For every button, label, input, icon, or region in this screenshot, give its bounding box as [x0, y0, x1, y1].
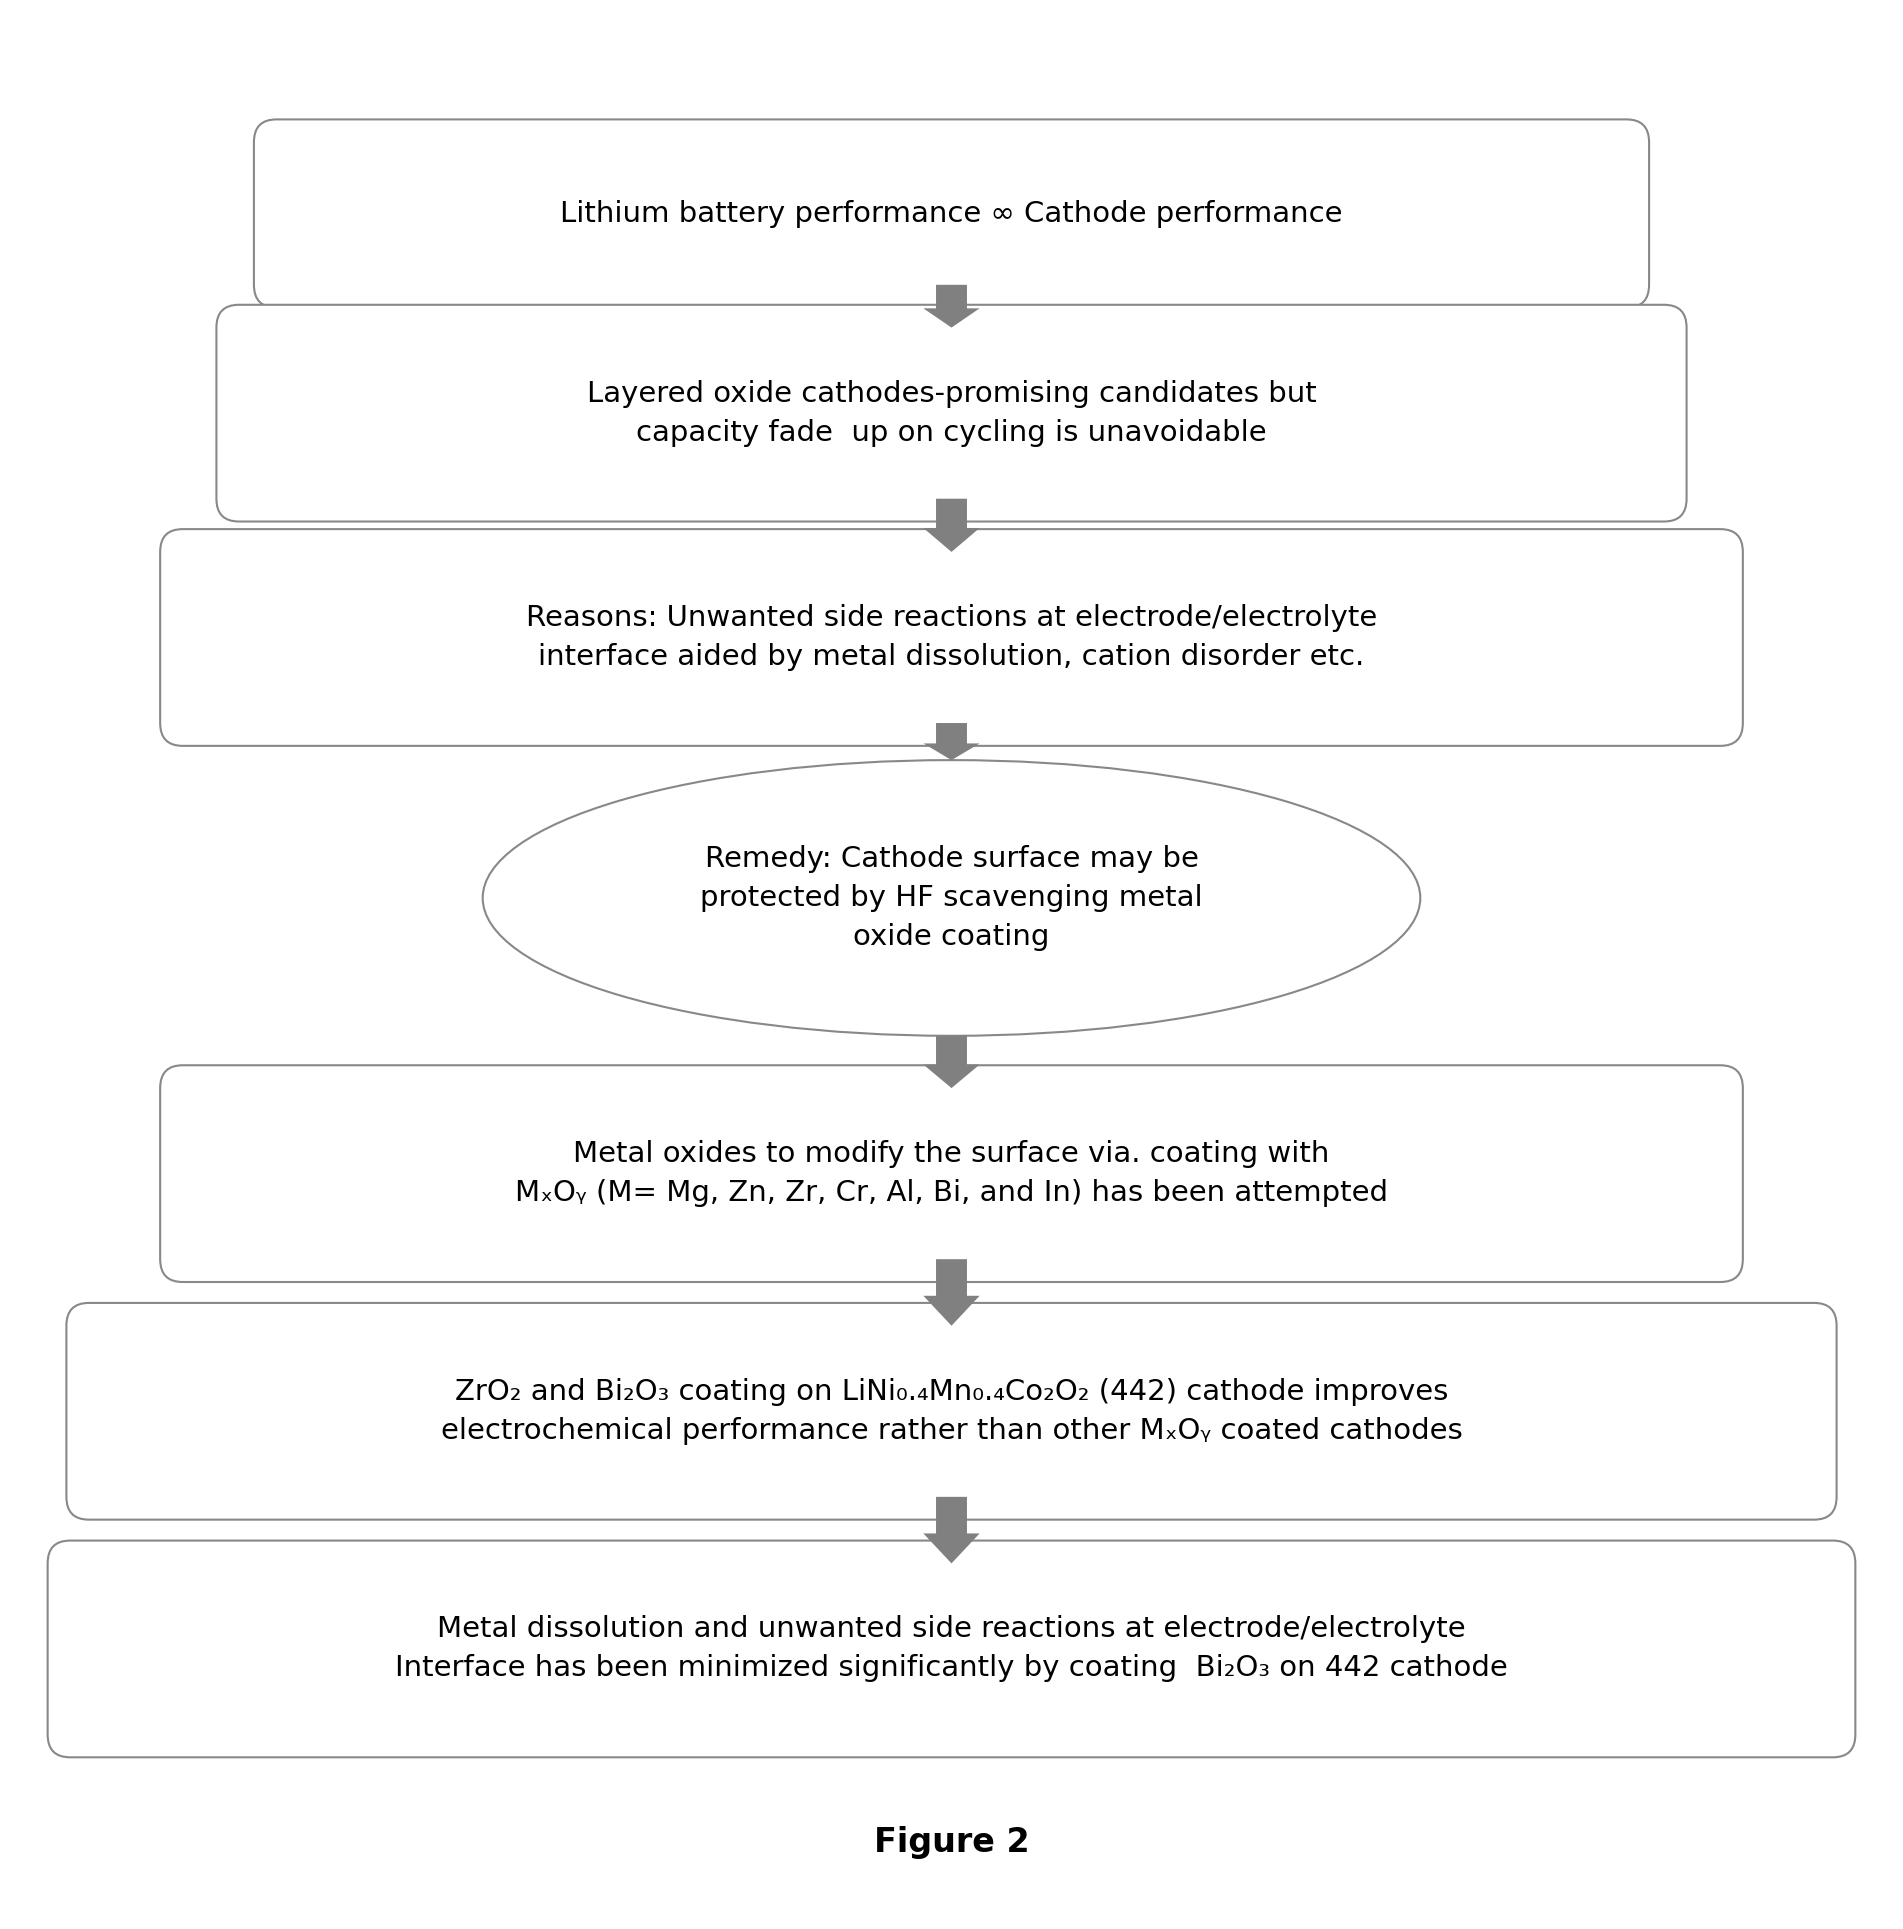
- Polygon shape: [923, 723, 980, 760]
- Text: Metal dissolution and unwanted side reactions at electrode/electrolyte
Interface: Metal dissolution and unwanted side reac…: [396, 1615, 1507, 1682]
- Polygon shape: [923, 1260, 980, 1325]
- FancyBboxPatch shape: [217, 305, 1686, 521]
- Text: Remedy: Cathode surface may be
protected by HF scavenging metal
oxide coating: Remedy: Cathode surface may be protected…: [700, 845, 1203, 951]
- Polygon shape: [923, 1036, 980, 1088]
- FancyBboxPatch shape: [253, 120, 1650, 307]
- Polygon shape: [923, 1497, 980, 1562]
- FancyBboxPatch shape: [160, 529, 1743, 747]
- FancyBboxPatch shape: [48, 1541, 1855, 1757]
- Polygon shape: [923, 500, 980, 552]
- Text: Reasons: Unwanted side reactions at electrode/electrolyte
interface aided by met: Reasons: Unwanted side reactions at elec…: [525, 604, 1378, 671]
- FancyBboxPatch shape: [160, 1065, 1743, 1283]
- Text: Lithium battery performance ∞ Cathode performance: Lithium battery performance ∞ Cathode pe…: [559, 199, 1344, 228]
- Text: Figure 2: Figure 2: [873, 1827, 1030, 1860]
- Text: Metal oxides to modify the surface via. coating with
MₓOᵧ (M= Mg, Zn, Zr, Cr, Al: Metal oxides to modify the surface via. …: [516, 1140, 1387, 1208]
- FancyBboxPatch shape: [67, 1302, 1836, 1520]
- Text: ZrO₂ and Bi₂O₃ coating on LiNi₀.₄Mn₀.₄Co₂O₂ (442) cathode improves
electrochemic: ZrO₂ and Bi₂O₃ coating on LiNi₀.₄Mn₀.₄Co…: [441, 1377, 1462, 1445]
- Ellipse shape: [483, 760, 1420, 1036]
- Text: Layered oxide cathodes-promising candidates but
capacity fade  up on cycling is : Layered oxide cathodes-promising candida…: [586, 380, 1317, 448]
- Polygon shape: [923, 285, 980, 328]
